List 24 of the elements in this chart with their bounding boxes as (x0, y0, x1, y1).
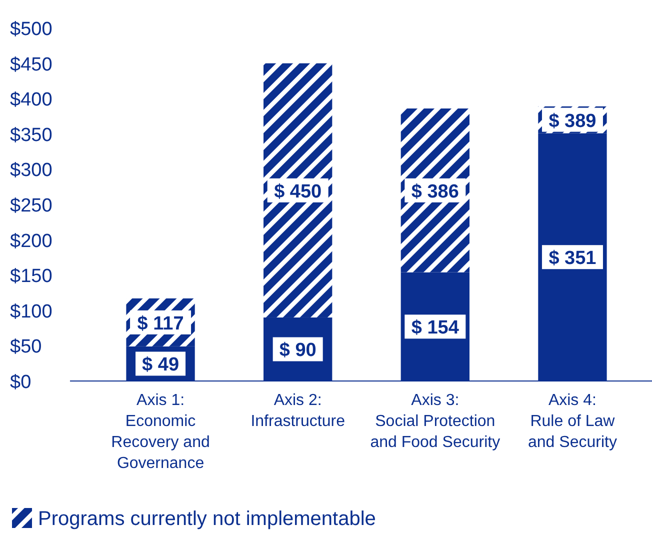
data-label: $ 154 (411, 318, 460, 339)
data-label: $ 351 (548, 248, 597, 270)
data-label: $ 49 (142, 354, 180, 376)
y-tick-label: $150 (10, 266, 52, 288)
x-tick-label: Axis 4: Rule of Law and Security (528, 392, 617, 451)
total-label: $ 389 (548, 110, 596, 132)
total-label: $ 450 (274, 181, 322, 202)
y-tick-label: $350 (10, 124, 52, 146)
total-label: $ 117 (137, 313, 184, 334)
y-tick-label: $50 (10, 336, 42, 358)
y-tick-label: $300 (10, 160, 52, 182)
y-tick-label: $500 (10, 19, 52, 40)
x-tick-label: Axis 1: Economic Recovery and Governance (111, 392, 210, 472)
y-tick-label: $100 (10, 301, 52, 322)
y-tick-label: $0 (10, 372, 32, 393)
total-label: $ 386 (411, 181, 459, 202)
y-tick-label: $200 (10, 230, 52, 252)
x-tick-label: Axis 3: Social Protection and Food Security (370, 392, 500, 451)
y-tick-label: $450 (10, 54, 52, 76)
y-tick-label: $400 (10, 90, 52, 111)
y-tick-label: $250 (10, 196, 52, 216)
legend-label: Programs currently not implementable (38, 508, 376, 530)
x-tick-label: Axis 2: Infrastructure (250, 392, 346, 430)
data-label: $ 90 (279, 340, 316, 362)
